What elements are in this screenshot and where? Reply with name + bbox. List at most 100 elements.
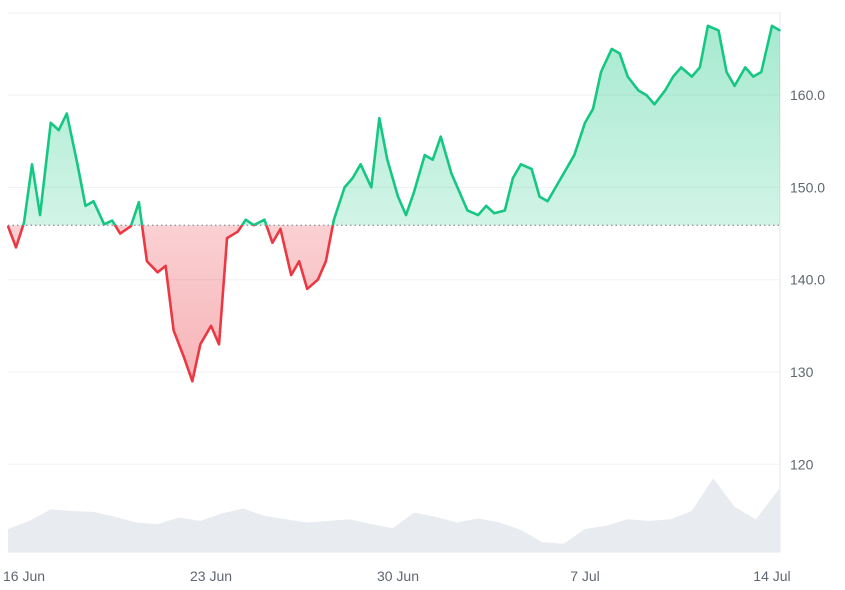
data-point (458, 191, 461, 193)
data-point (290, 274, 292, 276)
area-above-baseline (23, 25, 780, 226)
data-point (343, 186, 346, 189)
data-point (244, 218, 247, 221)
data-point (546, 200, 549, 203)
data-point (31, 163, 33, 166)
data-point (485, 205, 487, 207)
data-point (744, 66, 747, 69)
data-point (653, 103, 656, 106)
data-point (771, 25, 773, 27)
data-point (450, 172, 453, 175)
data-point (370, 186, 373, 189)
data-point (130, 225, 132, 227)
series-line-above (21, 24, 781, 226)
data-point (317, 278, 319, 281)
data-point (164, 265, 167, 267)
data-point (504, 209, 506, 212)
data-point (15, 246, 17, 249)
data-point (439, 135, 442, 138)
data-point (49, 121, 52, 124)
data-point (680, 66, 682, 69)
y-tick-label: 160.0 (790, 87, 825, 103)
data-point (779, 29, 781, 32)
data-point (386, 158, 389, 161)
data-point (57, 129, 60, 131)
data-point (672, 75, 674, 78)
price-line (6, 24, 781, 383)
data-point (183, 357, 186, 359)
data-point (645, 94, 648, 96)
data-point (752, 75, 755, 78)
data-point (664, 89, 666, 92)
data-point (691, 75, 693, 78)
data-point (119, 232, 121, 235)
y-tick-label: 150.0 (790, 179, 825, 195)
data-point (306, 288, 308, 290)
data-point (333, 218, 335, 221)
data-point (397, 195, 399, 198)
data-point (618, 52, 621, 55)
data-point (226, 237, 228, 239)
data-point (610, 48, 613, 50)
data-point (111, 219, 113, 222)
data-point (733, 85, 736, 87)
data-point (218, 343, 220, 346)
data-point (156, 271, 159, 274)
x-tick-label: 7 Jul (570, 568, 600, 584)
data-point (423, 154, 426, 156)
data-point (263, 218, 266, 221)
data-point (600, 71, 602, 73)
y-axis: 160.0 150.0 140.0 130 120 (790, 87, 825, 472)
data-point (252, 224, 255, 227)
data-point (592, 108, 594, 110)
y-tick-label: 120 (790, 456, 814, 472)
data-point (725, 71, 728, 73)
y-tick-label: 130 (790, 364, 814, 380)
price-area (8, 25, 780, 382)
data-point (210, 325, 212, 327)
data-point (717, 29, 720, 32)
data-point (584, 121, 586, 124)
data-point (477, 214, 479, 216)
data-point (359, 163, 362, 166)
data-point (538, 195, 541, 198)
data-point (557, 181, 560, 184)
data-point (103, 223, 105, 226)
data-point (707, 25, 709, 27)
data-point (431, 158, 434, 161)
data-point (146, 260, 148, 263)
data-point (39, 214, 41, 216)
data-point (378, 117, 381, 119)
data-point (92, 200, 95, 203)
data-point (466, 209, 469, 212)
x-tick-label: 23 Jun (190, 568, 232, 584)
data-point (236, 230, 239, 233)
data-point (637, 89, 640, 92)
data-point (626, 75, 629, 78)
data-point (84, 205, 87, 207)
data-point (760, 71, 763, 73)
data-point (699, 66, 701, 69)
data-point (573, 154, 576, 156)
data-point (138, 201, 140, 203)
x-tick-label: 30 Jun (377, 568, 419, 584)
data-point (493, 212, 495, 215)
data-point (405, 214, 407, 216)
volume-area (8, 478, 780, 552)
data-point (271, 241, 274, 244)
data-point (325, 260, 327, 263)
data-point (565, 168, 568, 170)
volume-shape (8, 478, 780, 552)
data-point (298, 260, 300, 263)
data-point (530, 168, 533, 170)
data-point (76, 163, 79, 166)
data-point (199, 343, 202, 346)
x-axis: 16 Jun 23 Jun 30 Jun 7 Jul 14 Jul (3, 568, 791, 584)
x-tick-label: 14 Jul (753, 568, 790, 584)
y-tick-label: 140.0 (790, 272, 825, 288)
data-point (279, 228, 282, 230)
data-point (520, 163, 522, 166)
data-point (512, 177, 514, 179)
data-point (65, 112, 68, 115)
